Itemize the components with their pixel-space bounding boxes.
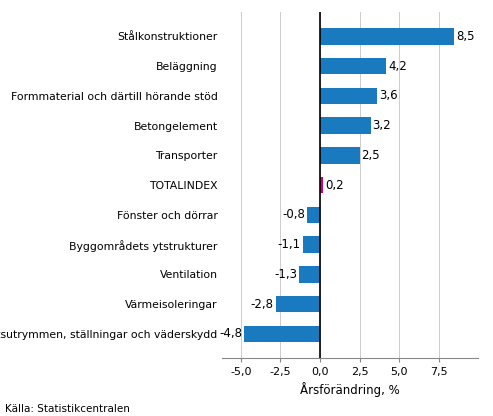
Text: -1,3: -1,3 <box>275 268 297 281</box>
Bar <box>299 266 320 282</box>
Text: 8,5: 8,5 <box>457 30 475 43</box>
Bar <box>320 177 323 193</box>
Text: -4,8: -4,8 <box>219 327 242 340</box>
Text: -0,8: -0,8 <box>282 208 305 221</box>
X-axis label: Årsförändring, %: Årsförändring, % <box>300 382 400 397</box>
Bar <box>320 88 377 104</box>
Text: 3,2: 3,2 <box>373 119 391 132</box>
Text: 4,2: 4,2 <box>388 59 407 73</box>
Text: -2,8: -2,8 <box>251 297 274 311</box>
Bar <box>307 207 320 223</box>
Bar <box>320 28 455 45</box>
Text: -1,1: -1,1 <box>278 238 301 251</box>
Text: 0,2: 0,2 <box>325 178 344 192</box>
Bar <box>303 236 320 253</box>
Bar <box>320 58 387 74</box>
Bar <box>244 326 320 342</box>
Bar <box>320 117 371 134</box>
Bar <box>276 296 320 312</box>
Text: Källa: Statistikcentralen: Källa: Statistikcentralen <box>5 404 130 414</box>
Text: 3,6: 3,6 <box>379 89 397 102</box>
Text: 2,5: 2,5 <box>361 149 380 162</box>
Bar <box>320 147 359 163</box>
